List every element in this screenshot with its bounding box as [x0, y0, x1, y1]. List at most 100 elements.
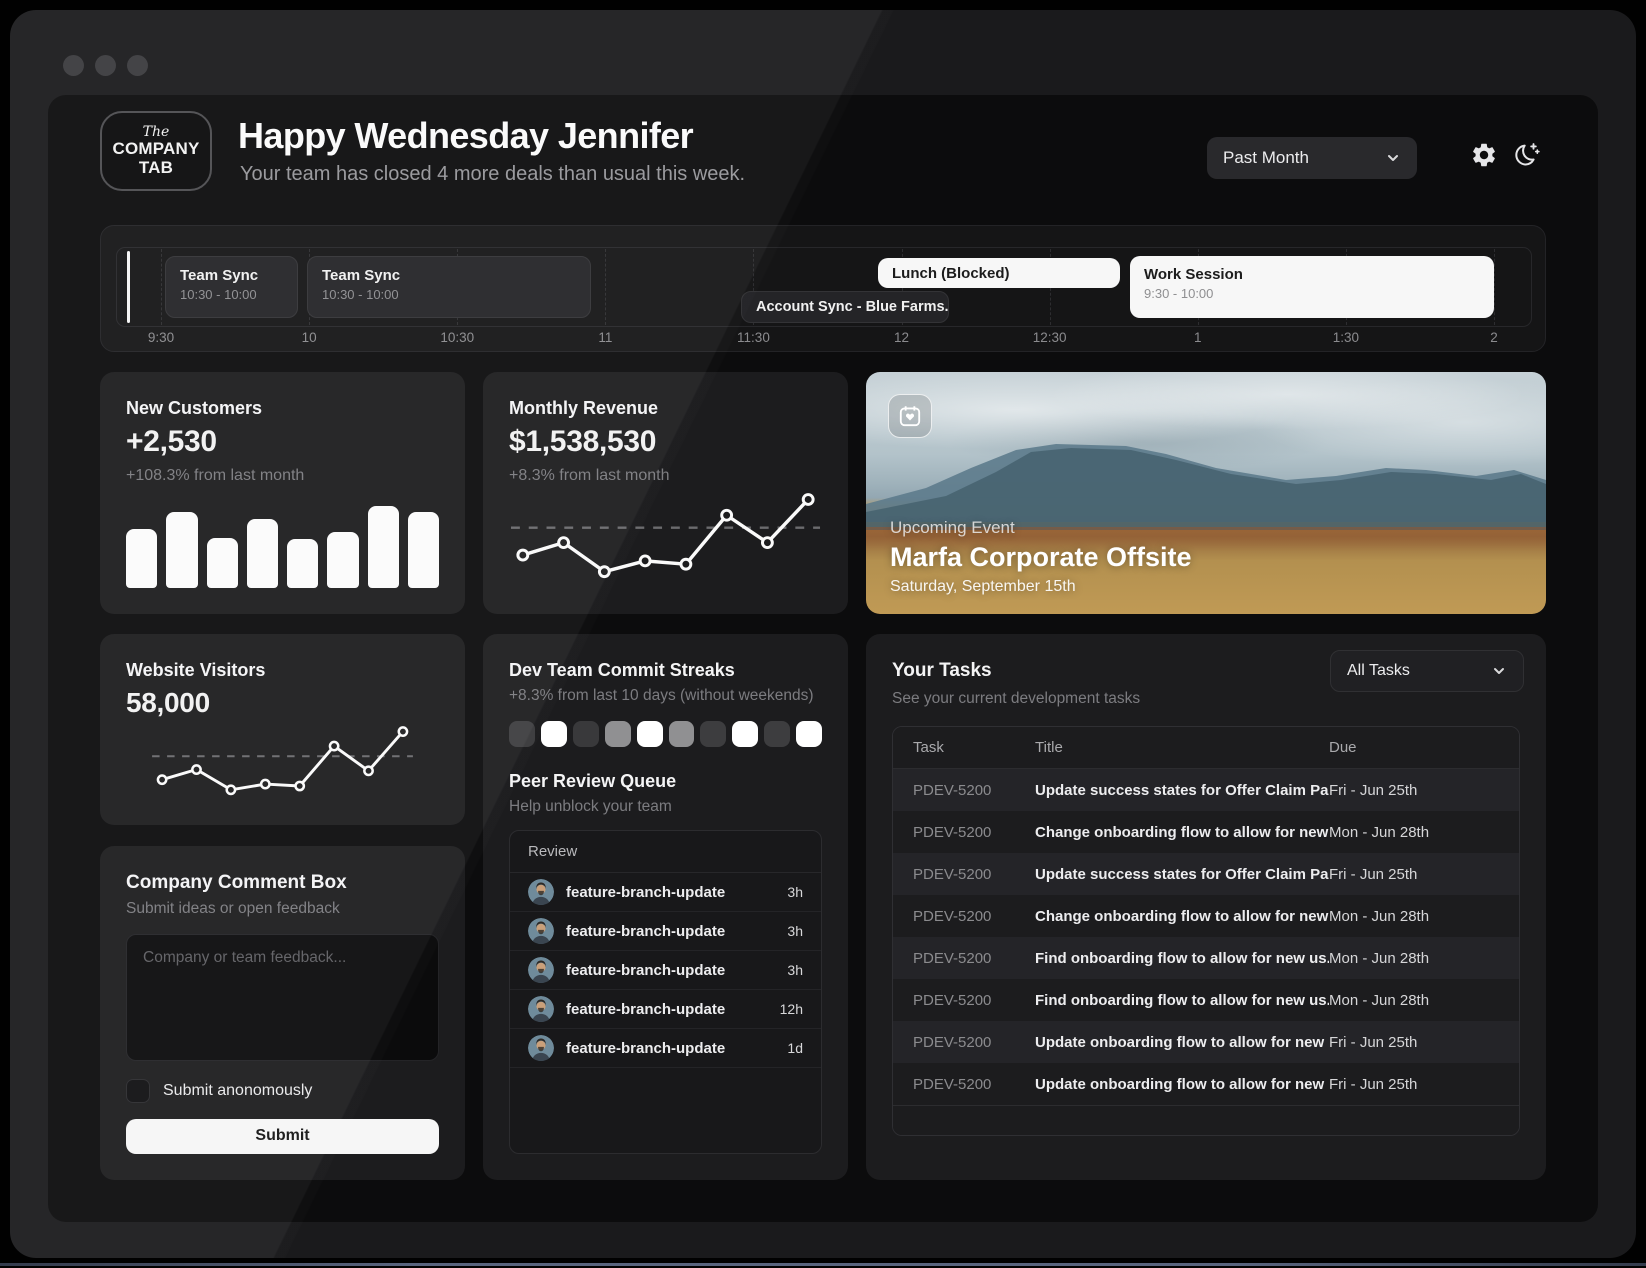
task-row[interactable]: PDEV-5200 Find onboarding flow to allow … [893, 937, 1519, 979]
moon-sparkle-icon [1515, 143, 1540, 166]
page-title: Happy Wednesday Jennifer [238, 115, 694, 156]
event-time: 10:30 - 10:00 [180, 287, 257, 302]
task-title: Update onboarding flow to allow for new … [1035, 1075, 1329, 1093]
period-select[interactable]: Past Month [1207, 137, 1417, 179]
task-id: PDEV-5200 [913, 991, 992, 1009]
window-minimize-button[interactable] [95, 55, 116, 76]
task-due: Mon - Jun 28th [1329, 823, 1430, 841]
task-row[interactable]: PDEV-5200 Update success states for Offe… [893, 853, 1519, 895]
new-customers-bar-chart [126, 504, 439, 588]
tasks-table: Task Title Due PDEV-5200 Update success … [892, 726, 1520, 1136]
comment-box-card: Company Comment Box Submit ideas or open… [100, 846, 465, 1180]
commit-streaks-subtitle: +8.3% from last 10 days (without weekend… [509, 687, 814, 704]
timeline-event[interactable]: Account Sync - Blue Farms... [741, 291, 949, 323]
dev-team-card: Dev Team Commit Streaks +8.3% from last … [483, 634, 848, 1180]
event-time: 10:30 - 10:00 [322, 287, 399, 302]
logo-line-company: COMPANY [112, 138, 200, 158]
timeline-tick-label: 10:30 [440, 330, 475, 345]
mountains [866, 444, 1546, 530]
timeline-gridline [161, 249, 162, 325]
task-due: Fri - Jun 25th [1329, 865, 1418, 883]
streak-square [732, 721, 759, 747]
task-due: Mon - Jun 28th [1329, 907, 1430, 925]
feedback-textarea[interactable] [126, 934, 439, 1061]
task-row[interactable]: PDEV-5200 Update onboarding flow to allo… [893, 1021, 1519, 1063]
review-age: 3h [787, 923, 803, 939]
review-row[interactable]: feature-branch-update 12h [510, 990, 821, 1029]
website-visitors-value: 58,000 [126, 687, 210, 718]
avatar [528, 918, 554, 944]
commit-streaks-title: Dev Team Commit Streaks [509, 660, 735, 680]
review-age: 3h [787, 962, 803, 978]
timeline-event[interactable]: Work Session 9:30 - 10:00 [1130, 256, 1494, 318]
task-row[interactable]: PDEV-5200 Change onboarding flow to allo… [893, 895, 1519, 937]
dark-mode-button[interactable] [1510, 139, 1542, 171]
current-time-indicator [127, 251, 130, 323]
streak-square [700, 721, 727, 747]
upcoming-event-card[interactable]: Upcoming Event Marfa Corporate Offsite S… [866, 372, 1546, 614]
review-row[interactable]: feature-branch-update 1d [510, 1029, 821, 1068]
task-due: Mon - Jun 28th [1329, 949, 1430, 967]
task-row[interactable]: PDEV-5200 Update success states for Offe… [893, 769, 1519, 811]
branch-name: feature-branch-update [566, 961, 726, 979]
streak-square [796, 721, 823, 747]
submit-button[interactable]: Submit [126, 1118, 439, 1154]
commit-streaks-heatmap [509, 721, 823, 747]
page-subtitle: Your team has closed 4 more deals than u… [240, 163, 746, 185]
bar [367, 506, 399, 588]
card-title: Monthly Revenue [509, 398, 659, 418]
tasks-filter-select[interactable]: All Tasks [1330, 650, 1524, 692]
review-age: 12h [779, 1001, 803, 1017]
peer-review-title: Peer Review Queue [509, 771, 677, 791]
peer-review-subtitle: Help unblock your team [509, 798, 672, 815]
settings-button[interactable] [1468, 139, 1500, 171]
new-customers-value: +2,530 [126, 425, 217, 458]
branch-name: feature-branch-update [566, 1000, 726, 1018]
streak-square [636, 721, 663, 747]
task-title: Update success states for Offer Claim Pa… [1035, 865, 1329, 883]
tasks-table-footer [893, 1105, 1519, 1135]
task-title: Change onboarding flow to allow for new … [1035, 823, 1329, 841]
bottom-accent-line [0, 1263, 1646, 1266]
streak-square [540, 721, 567, 747]
streak-square [668, 721, 695, 747]
card-title: Website Visitors [126, 660, 266, 680]
task-due: Fri - Jun 25th [1329, 1033, 1418, 1051]
task-row[interactable]: PDEV-5200 Update onboarding flow to allo… [893, 1063, 1519, 1105]
task-title: Update onboarding flow to allow for new … [1035, 1033, 1329, 1051]
task-id: PDEV-5200 [913, 823, 992, 841]
streak-square [764, 721, 791, 747]
period-select-value: Past Month [1223, 148, 1309, 167]
review-column-header: Review [510, 831, 821, 873]
window-close-button[interactable] [63, 55, 84, 76]
review-row[interactable]: feature-branch-update 3h [510, 912, 821, 951]
avatar [528, 996, 554, 1022]
anonymous-checkbox-row[interactable]: Submit anonomously [126, 1078, 439, 1103]
streak-square [572, 721, 599, 747]
event-title: Lunch (Blocked) [892, 264, 1010, 282]
anonymous-checkbox[interactable] [126, 1078, 150, 1103]
logo-line-tab: TAB [138, 157, 174, 177]
task-row[interactable]: PDEV-5200 Change onboarding flow to allo… [893, 811, 1519, 853]
timeline-event[interactable]: Team Sync 10:30 - 10:00 [165, 256, 298, 318]
timeline-event[interactable]: Lunch (Blocked) [878, 258, 1120, 288]
bar [327, 532, 359, 588]
review-row[interactable]: feature-branch-update 3h [510, 873, 821, 912]
anonymous-checkbox-label: Submit anonomously [163, 1081, 313, 1099]
review-age: 3h [787, 884, 803, 900]
review-row[interactable]: feature-branch-update 3h [510, 951, 821, 990]
timeline-tick-label: 11:30 [737, 330, 770, 345]
tasks-subtitle: See your current development tasks [892, 690, 1141, 707]
comment-box-title: Company Comment Box [126, 872, 347, 893]
schedule-timeline: Team Sync 10:30 - 10:00 Team Sync 10:30 - 1… [100, 225, 1546, 352]
branch-name: feature-branch-update [566, 922, 726, 940]
task-due: Fri - Jun 25th [1329, 1075, 1418, 1093]
window-zoom-button[interactable] [127, 55, 148, 76]
task-row[interactable]: PDEV-5200 Find onboarding flow to allow … [893, 979, 1519, 1021]
timeline-event[interactable]: Team Sync 10:30 - 10:00 [307, 256, 591, 318]
avatar [528, 957, 554, 983]
new-customers-card: New Customers +2,530 +108.3% from last m… [100, 372, 465, 614]
task-id: PDEV-5200 [913, 1075, 992, 1093]
streak-square [604, 721, 631, 747]
